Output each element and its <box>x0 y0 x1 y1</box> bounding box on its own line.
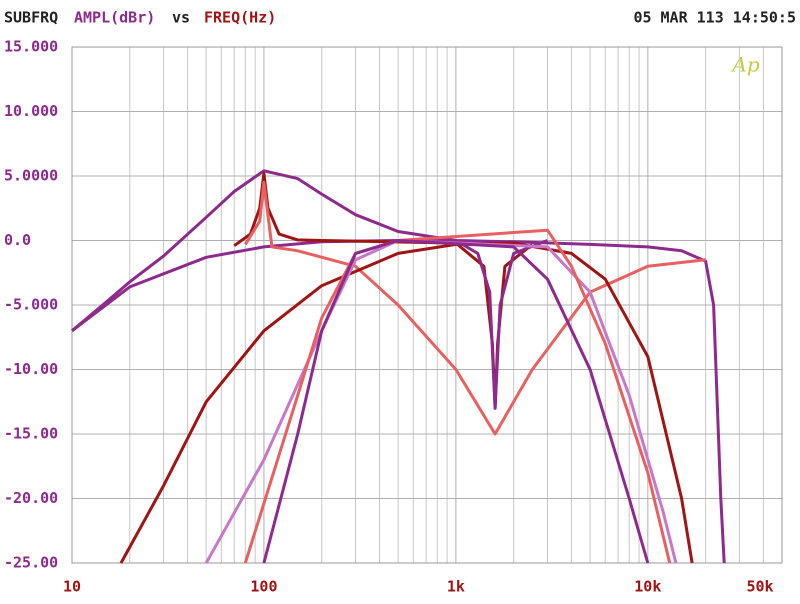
x-axis-label: FREQ(Hz) <box>204 9 276 27</box>
x-tick-label: 1k <box>447 578 465 596</box>
y-tick-label: 5.0000 <box>4 167 58 185</box>
timestamp: 05 MAR 113 14:50:5 <box>633 9 796 27</box>
y-tick-label: -20.00 <box>4 489 58 507</box>
vs-text: vs <box>172 9 190 27</box>
series-line <box>243 228 672 564</box>
x-tick-label: 50k <box>746 578 773 596</box>
x-tick-label: 100 <box>250 578 277 596</box>
y-tick-label: 0.0 <box>4 231 31 249</box>
series-line <box>262 239 650 564</box>
logo: Ap <box>730 53 759 77</box>
plot-frame <box>71 46 783 564</box>
y-axis-label: AMPL(dBr) <box>74 9 155 27</box>
x-tick-label: 10k <box>634 578 661 596</box>
x-tick-label: 10 <box>63 578 81 596</box>
y-tick-label: -5.000 <box>4 296 58 314</box>
y-tick-label: 15.000 <box>4 38 58 56</box>
y-tick-label: -15.00 <box>4 425 58 443</box>
y-tick-label: 10.000 <box>4 102 58 120</box>
y-tick-label: -10.00 <box>4 360 58 378</box>
chart-title: SUBFRQ <box>4 9 58 27</box>
series-line <box>455 239 549 410</box>
y-tick-label: -25.00 <box>4 554 58 572</box>
